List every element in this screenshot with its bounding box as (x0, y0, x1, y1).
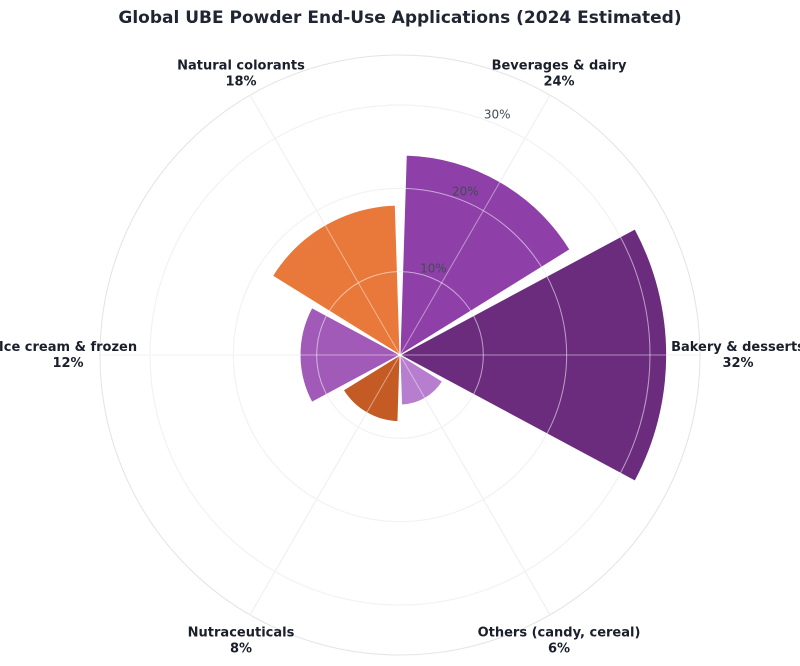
bar-wedge (342, 354, 401, 423)
bar-wedge (398, 228, 668, 482)
grid-spoke-overlay (399, 94, 551, 356)
grid-spoke-overlay (399, 354, 551, 616)
r-tick-label: 30% (484, 107, 511, 121)
chart-title: Global UBE Powder End-Use Applications (… (118, 8, 681, 28)
value-label: 6% (548, 641, 570, 656)
bar-wedge (271, 204, 401, 356)
grid-circle-overlay (316, 271, 484, 439)
bars (271, 154, 668, 482)
bar-wedge (399, 154, 571, 356)
grid-spoke-overlay (249, 94, 401, 356)
category-label: Ice cream & frozen (0, 340, 137, 355)
r-tick-label: 10% (420, 261, 447, 275)
category-label: Beverages & dairy (492, 59, 627, 74)
grid-circle-overlay (149, 104, 651, 606)
category-label: Bakery & desserts (671, 340, 800, 355)
value-label: 12% (52, 356, 83, 371)
grid-overlay (100, 94, 700, 616)
value-label: 18% (225, 75, 256, 90)
bar-wedge (399, 354, 444, 406)
category-label: Nutraceuticals (188, 625, 295, 640)
value-label: 24% (543, 75, 574, 90)
value-label: 32% (722, 356, 753, 371)
radial-ticks: 10% 20% 30% (420, 107, 510, 275)
value-label: 8% (230, 641, 252, 656)
category-label: Natural colorants (177, 59, 305, 74)
grid-spoke-overlay (249, 354, 401, 616)
category-label: Others (candy, cereal) (478, 625, 641, 640)
grid-circle-overlay (232, 187, 568, 523)
r-tick-label: 20% (452, 184, 479, 198)
bar-wedge (299, 307, 402, 403)
